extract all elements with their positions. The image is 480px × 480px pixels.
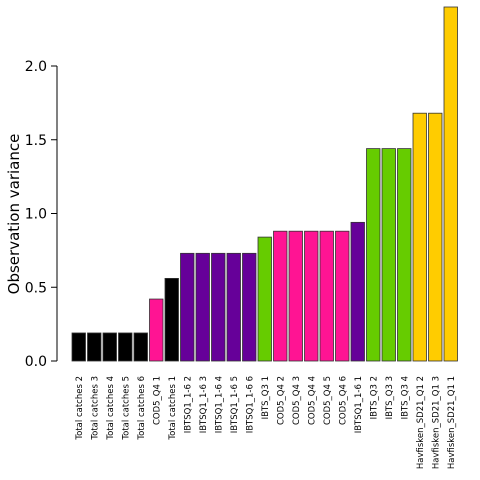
bar <box>350 221 365 362</box>
bar <box>211 252 226 362</box>
bar <box>164 277 179 362</box>
x-tick-label: IBTSQ1_1-6 3 <box>199 376 209 433</box>
y-axis: 0.0 0.5 1.0 1.5 2.0 <box>25 59 58 370</box>
x-tick-label: Total catches 3 <box>90 376 100 441</box>
x-tick-label: IBTS_Q3 2 <box>369 376 379 419</box>
x-tick-label: Total catches 5 <box>121 376 131 441</box>
x-tick-label: IBTSQ1_1-6 4 <box>214 376 224 433</box>
x-tick-label: Havfisken_SD21_Q1 3 <box>431 376 441 469</box>
y-tick-label: 1.0 <box>25 207 47 223</box>
x-tick-label: IBTS_Q3 1 <box>261 376 271 419</box>
bar <box>366 148 381 362</box>
bar <box>319 230 334 362</box>
bar <box>195 252 210 362</box>
x-tick-label: IBTS_Q3 3 <box>385 376 395 419</box>
y-axis-title: Observation variance <box>5 134 23 295</box>
x-tick-label: IBTSQ1_1-6 1 <box>354 376 364 433</box>
x-tick-label: IBTSQ1_1-6 5 <box>230 376 240 433</box>
x-tick-label: IBTS_Q3 4 <box>400 376 410 419</box>
x-tick-label: Total catches 1 <box>168 376 178 441</box>
bar <box>180 252 195 362</box>
x-tick-label: Total catches 2 <box>75 376 85 441</box>
x-tick-label: IBTSQ1_1-6 6 <box>245 376 255 433</box>
x-tick-label: Havfisken_SD21_Q1 1 <box>447 376 457 469</box>
x-tick-label: Total catches 6 <box>137 376 147 441</box>
x-tick-label: Total catches 4 <box>106 376 116 441</box>
bar <box>257 236 272 362</box>
bar <box>242 252 257 362</box>
bar <box>102 332 117 362</box>
x-tick-label: COD5_Q4 2 <box>276 376 286 425</box>
bar <box>381 148 396 362</box>
x-tick-label: COD5_Q4 3 <box>292 376 302 425</box>
bar <box>428 112 443 362</box>
x-tick-label: Havfisken_SD21_Q1 2 <box>416 376 426 469</box>
bar <box>288 230 303 362</box>
x-tick-label: COD5_Q4 1 <box>152 376 162 425</box>
bar <box>118 332 133 362</box>
bar <box>133 332 148 362</box>
bar <box>71 332 86 362</box>
y-tick-label: 2.0 <box>25 59 47 75</box>
bar <box>397 148 412 362</box>
x-tick-label: COD5_Q4 4 <box>307 376 317 425</box>
bar <box>443 6 458 362</box>
bar <box>149 298 164 362</box>
y-tick-label: 0.0 <box>25 354 47 370</box>
y-tick-label: 0.5 <box>25 280 47 296</box>
y-tick-label: 1.5 <box>25 133 47 149</box>
bar <box>87 332 102 362</box>
bar <box>412 112 427 362</box>
bar <box>335 230 350 362</box>
bar <box>226 252 241 362</box>
x-tick-label: COD5_Q4 5 <box>323 376 333 425</box>
x-tick-label: IBTSQ1_1-6 2 <box>183 376 193 433</box>
bars <box>71 6 458 362</box>
x-tick-label: COD5_Q4 6 <box>338 376 348 425</box>
bar <box>304 230 319 362</box>
x-tick-labels: Total catches 2 Total catches 3 Total catc… <box>75 376 457 469</box>
bar <box>273 230 288 362</box>
